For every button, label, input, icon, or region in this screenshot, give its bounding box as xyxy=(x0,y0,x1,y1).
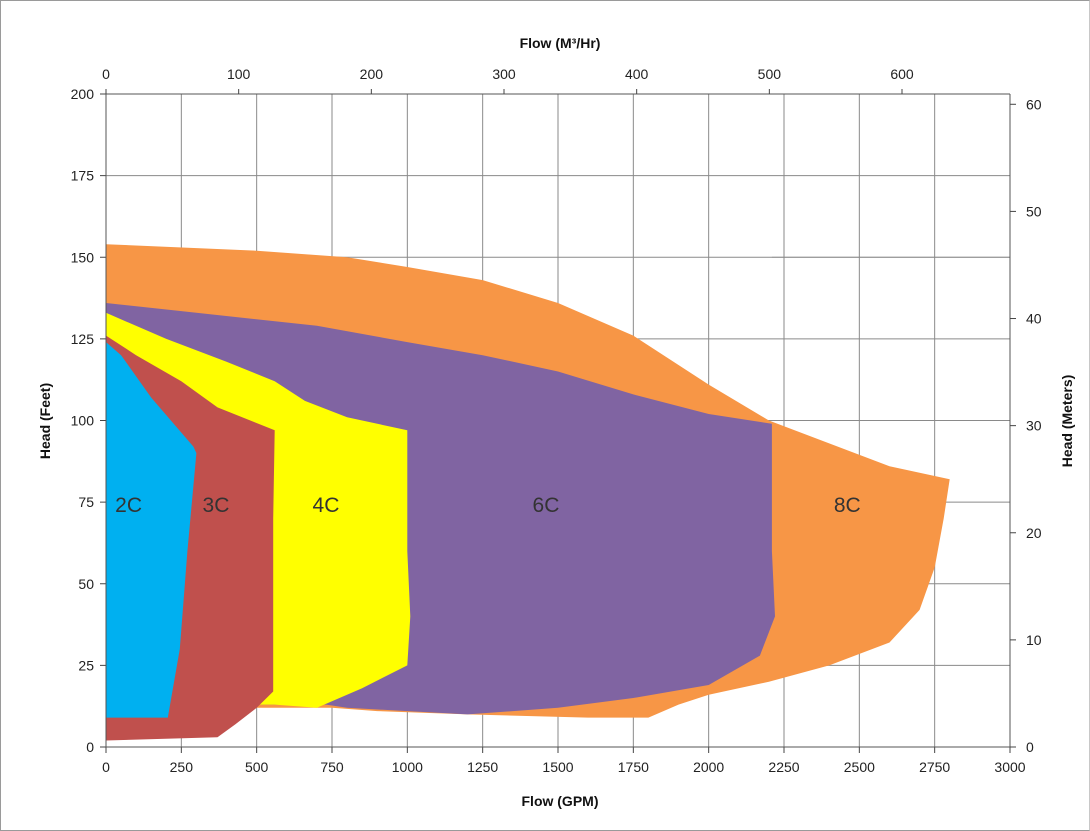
y-axis-title: Head (Feet) xyxy=(37,383,53,459)
y-tick-label: 150 xyxy=(71,249,95,265)
x-tick-label: 2250 xyxy=(768,759,799,775)
x-tick-label: 1500 xyxy=(542,759,573,775)
x2-axis-title: Flow (M³/Hr) xyxy=(520,35,601,51)
x-tick-label: 2750 xyxy=(919,759,950,775)
x2-tick-label: 0 xyxy=(102,66,110,82)
x-tick-label: 1000 xyxy=(392,759,423,775)
axes: 0 250 500 750 1000 1250 1500 1750 2000 2250 2500 27… xyxy=(71,66,1042,775)
y2-tick-label: 40 xyxy=(1026,311,1042,327)
y2-tick-label: 10 xyxy=(1026,632,1042,648)
x2-tick-label: 300 xyxy=(492,66,516,82)
x2-tick-label: 400 xyxy=(625,66,649,82)
y-tick-label: 200 xyxy=(71,86,95,102)
y-tick-label: 25 xyxy=(78,657,94,673)
x-tick-label: 0 xyxy=(102,759,110,775)
x2-tick-label: 500 xyxy=(758,66,782,82)
y-tick-label: 50 xyxy=(78,576,94,592)
x-tick-label: 2000 xyxy=(693,759,724,775)
x2-tick-label: 100 xyxy=(227,66,251,82)
y-tick-label: 175 xyxy=(71,168,95,184)
y-tick-label: 0 xyxy=(86,739,94,755)
x-tick-label: 250 xyxy=(170,759,194,775)
y2-tick-label: 60 xyxy=(1026,96,1042,112)
y2-tick-label: 30 xyxy=(1026,418,1042,434)
y2-axis-title: Head (Meters) xyxy=(1059,375,1075,468)
region-label-8c: 8C xyxy=(834,494,861,517)
x-axis-title: Flow (GPM) xyxy=(522,793,599,809)
region-label-2c: 2C xyxy=(115,494,142,517)
y2-tick-label: 0 xyxy=(1026,739,1034,755)
x-tick-label: 750 xyxy=(320,759,344,775)
y2-tick-label: 20 xyxy=(1026,525,1042,541)
region-label-6c: 6C xyxy=(533,494,560,517)
y-tick-label: 100 xyxy=(71,413,95,429)
x2-tick-label: 600 xyxy=(890,66,914,82)
region-2c xyxy=(106,342,197,718)
x-tick-label: 1250 xyxy=(467,759,498,775)
x2-tick-label: 200 xyxy=(360,66,384,82)
y-tick-label: 125 xyxy=(71,331,95,347)
x-tick-label: 1750 xyxy=(618,759,649,775)
gridlines-overlay xyxy=(771,256,1010,421)
pump-regions xyxy=(106,244,950,741)
region-labels: 8C 6C 4C 3C 2C xyxy=(115,494,861,517)
x-tick-label: 3000 xyxy=(994,759,1025,775)
x-tick-label: 500 xyxy=(245,759,269,775)
y2-tick-label: 50 xyxy=(1026,203,1042,219)
region-label-3c: 3C xyxy=(203,494,230,517)
y-tick-label: 75 xyxy=(78,494,94,510)
x-tick-label: 2500 xyxy=(844,759,875,775)
region-label-4c: 4C xyxy=(313,494,340,517)
